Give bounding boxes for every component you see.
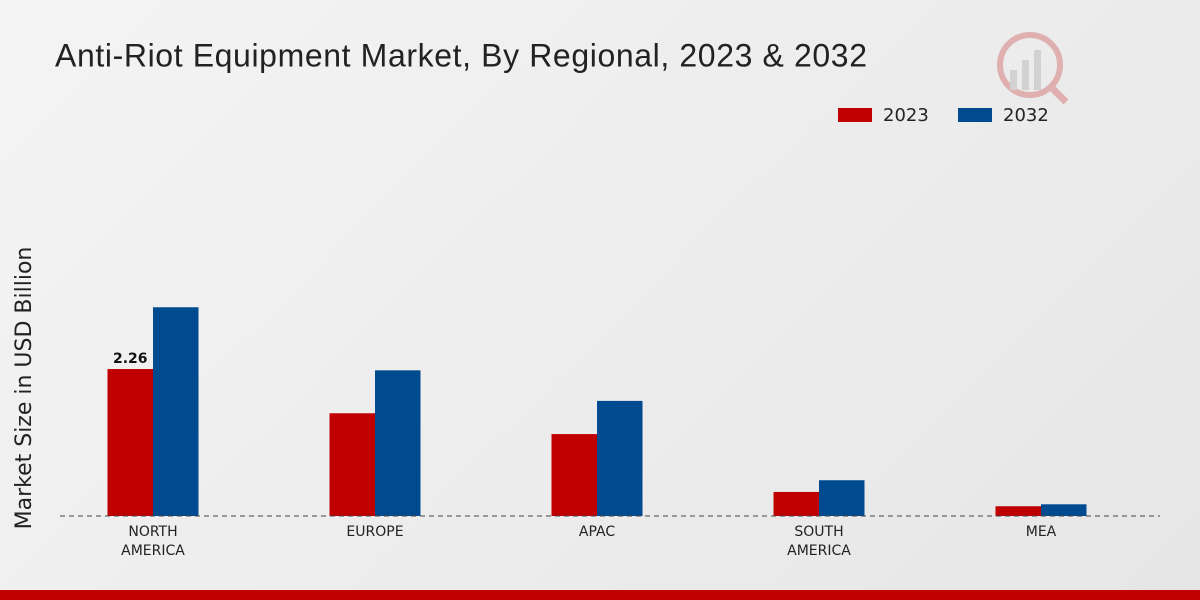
bar bbox=[819, 480, 865, 516]
bar bbox=[375, 370, 421, 516]
x-tick-label: MEA bbox=[1025, 524, 1057, 540]
logo bbox=[997, 32, 1069, 105]
chart-title: Anti-Riot Equipment Market, By Regional,… bbox=[55, 37, 867, 73]
x-tick-label: APAC bbox=[578, 524, 616, 540]
bar bbox=[995, 506, 1041, 516]
data-label: 2.26 bbox=[113, 351, 148, 367]
footer-bar bbox=[0, 590, 1200, 600]
legend-label: 2023 bbox=[883, 105, 929, 126]
x-tick-label: NORTH AMERICA bbox=[121, 524, 185, 559]
legend-swatch bbox=[838, 108, 872, 122]
y-axis-label: Market Size in USD Billion bbox=[12, 247, 37, 530]
legend-swatch bbox=[958, 108, 992, 122]
bar bbox=[1041, 504, 1087, 516]
bar bbox=[597, 400, 643, 516]
bar bbox=[329, 413, 375, 516]
bar bbox=[107, 369, 153, 516]
bar bbox=[773, 491, 819, 516]
legend-label: 2032 bbox=[1003, 105, 1049, 126]
bar bbox=[153, 307, 199, 516]
x-tick-label: SOUTH AMERICA bbox=[787, 524, 851, 559]
x-tick-label: EUROPE bbox=[346, 524, 404, 540]
bar bbox=[551, 434, 597, 516]
